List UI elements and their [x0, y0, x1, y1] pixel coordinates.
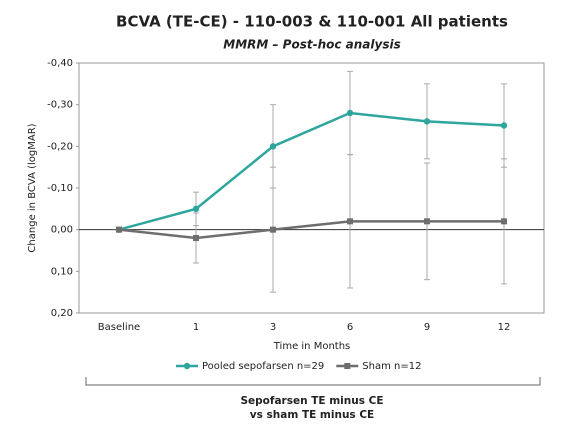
plot-frame [78, 62, 545, 314]
y-tick-label: -0,10 [47, 183, 73, 194]
bracket [85, 377, 541, 386]
annotation: vs sham TE minus CE [250, 409, 374, 421]
series-line [118, 111, 505, 231]
x-tick-label: 9 [424, 322, 430, 333]
marker [270, 226, 276, 233]
marker [500, 122, 508, 129]
x-tick-label: 6 [347, 322, 353, 333]
marker [193, 235, 199, 241]
marker [501, 218, 507, 225]
x-axis-label: Time in Months [273, 341, 351, 352]
chart-title: BCVA (TE-CE) - 110-003 & 110-001 All pat… [116, 13, 508, 31]
marker [116, 226, 122, 233]
series-line [118, 220, 504, 240]
legend-label: Pooled sepofarsen n=29 [202, 361, 324, 372]
x-tick-label: 12 [498, 322, 511, 333]
marker [347, 218, 353, 225]
marker [346, 109, 354, 117]
y-tick-label: 0,00 [51, 225, 73, 236]
x-tick-label: 1 [193, 322, 199, 333]
marker [423, 118, 431, 125]
marker [192, 205, 200, 213]
legend-marker [183, 362, 191, 370]
y-axis-label: Change in BCVA (logMAR) [27, 123, 38, 252]
marker [269, 143, 277, 150]
marker [424, 218, 430, 225]
x-tick-label: Baseline [98, 322, 140, 333]
y-tick-label: 0,20 [51, 308, 73, 319]
annotation: Sepofarsen TE minus CE [240, 395, 383, 407]
legend-marker [344, 363, 351, 369]
y-tick-label: -0,20 [47, 141, 73, 152]
x-tick-label: 3 [270, 322, 276, 333]
y-tick-label: -0,40 [47, 58, 73, 69]
chart-subtitle: MMRM – Post-hoc analysis [223, 38, 400, 52]
legend-label: Sham n=12 [362, 361, 421, 372]
y-tick-label: -0,30 [47, 100, 73, 111]
y-tick-label: 0,10 [51, 266, 73, 277]
